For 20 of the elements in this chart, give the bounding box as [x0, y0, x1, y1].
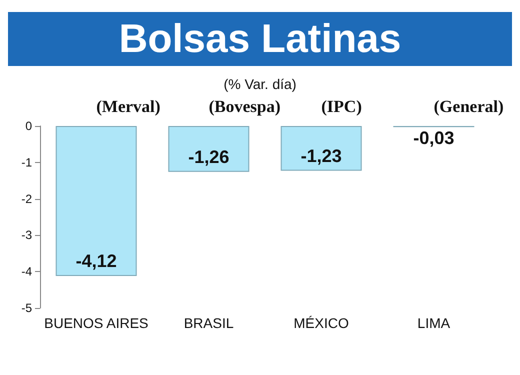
y-tick-label: -2	[21, 192, 32, 206]
text: (Bovespa)	[208, 97, 281, 116]
y-tick-label: -3	[21, 228, 32, 242]
data-label: -1,26	[188, 146, 230, 167]
x-tick-label: MÉXICO	[294, 315, 349, 331]
chart-title: Bolsas Latinas	[118, 17, 402, 61]
chart-subtitle: (% Var. día)	[224, 76, 296, 92]
text: (IPC)	[321, 97, 362, 116]
x-tick-label: LIMA	[417, 315, 451, 331]
x-tick-label: BRASIL	[184, 315, 234, 331]
y-tick-label: -5	[21, 301, 32, 315]
text: (Merval)	[96, 97, 160, 116]
text: (General)	[434, 97, 504, 116]
data-label: -4,12	[76, 250, 117, 271]
data-label: -0,03	[413, 128, 454, 148]
y-tick-label: -4	[21, 264, 32, 279]
x-tick-label: BUENOS AIRES	[44, 315, 148, 331]
y-tick-label: -1	[21, 155, 32, 170]
y-tick-label: 0	[25, 119, 32, 133]
data-label: -1,23	[300, 146, 342, 166]
